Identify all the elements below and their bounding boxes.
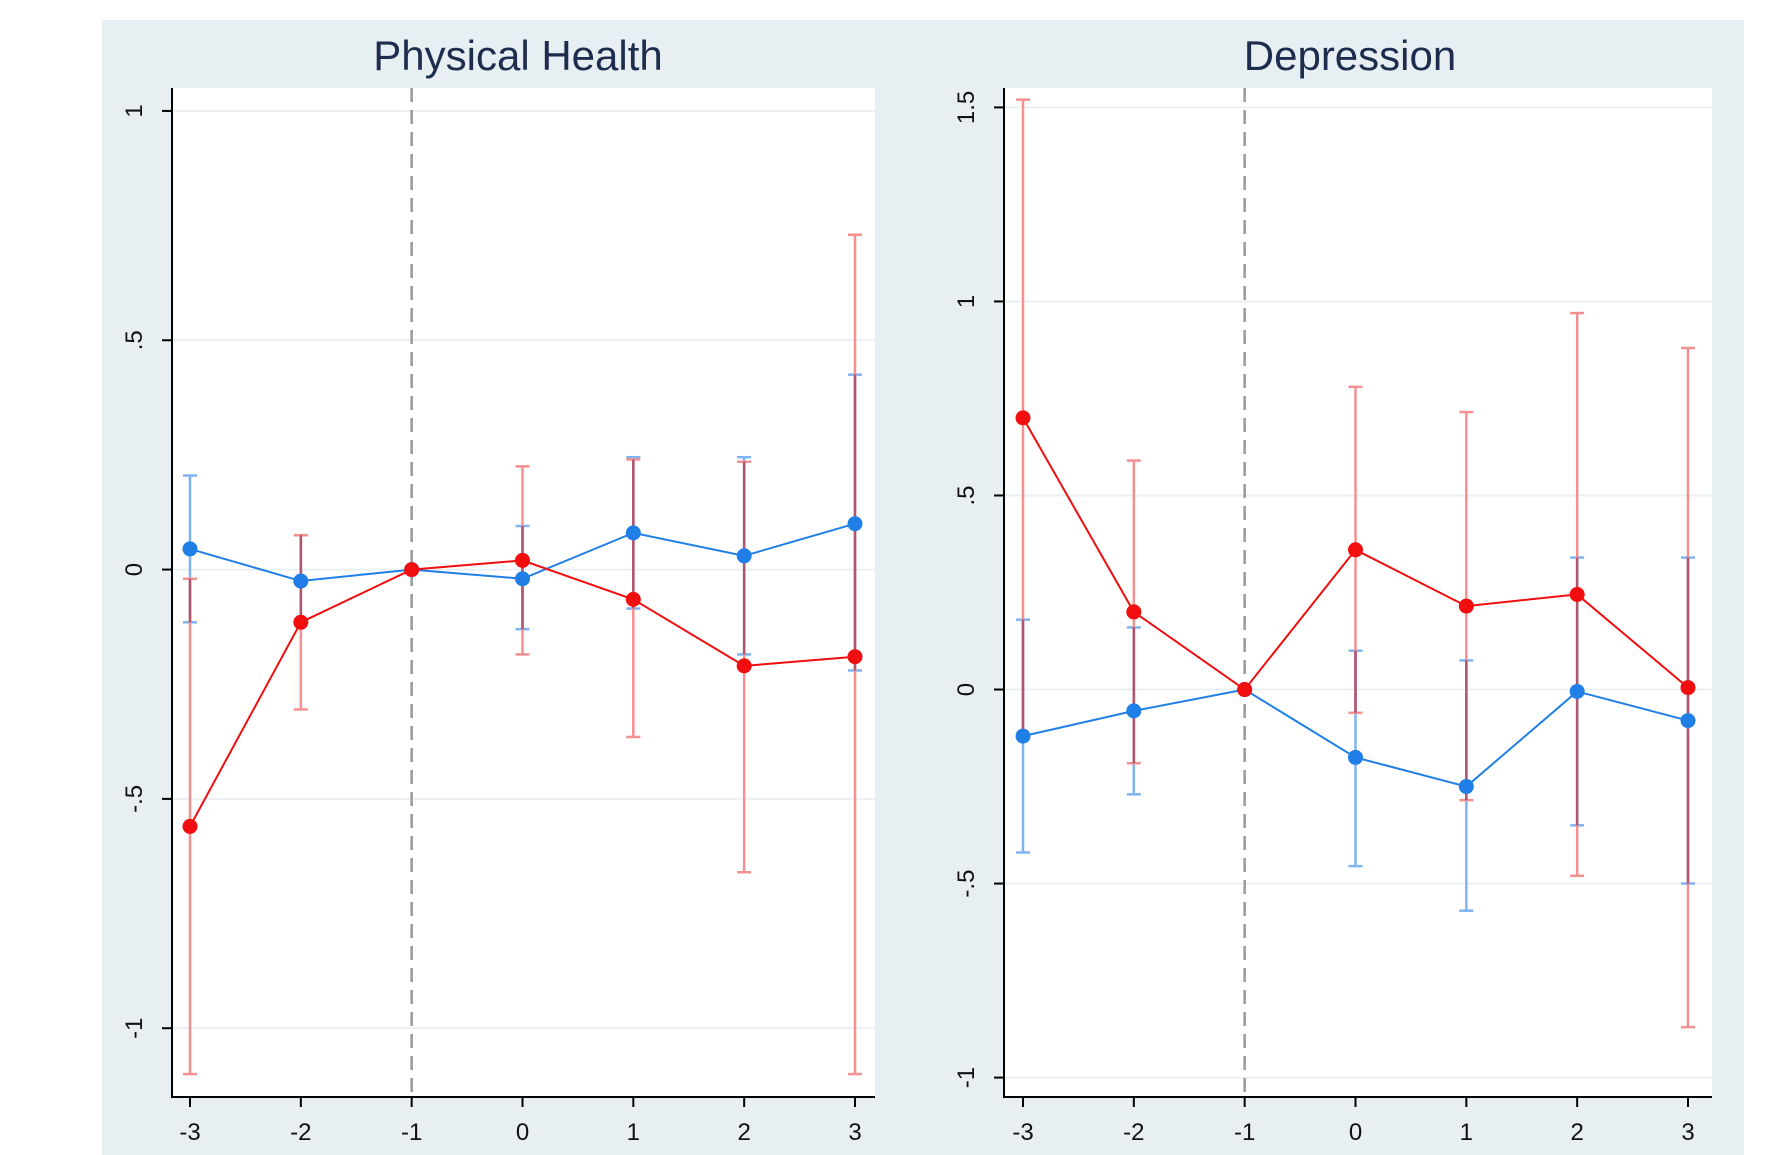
y-tick-label: 1.5 (953, 91, 980, 124)
data-point-red (1569, 586, 1585, 602)
x-tick-label: -1 (1234, 1119, 1255, 1146)
data-point-blue (625, 525, 641, 541)
x-tick-label: 0 (516, 1119, 529, 1146)
data-point-red (1458, 598, 1474, 614)
panel-physical-health: Physical Health -1 -.5 0 .5 1 -3 -2 -1 0 1 2 3 (121, 32, 875, 1146)
data-point-blue (1680, 713, 1696, 729)
x-tick-label: 2 (1570, 1119, 1583, 1146)
x-tick-label: -3 (1012, 1119, 1033, 1146)
y-tick-label: .5 (121, 330, 148, 350)
y-tick-label: -1 (953, 1067, 980, 1088)
data-point-blue (1126, 703, 1142, 719)
data-point-red (736, 658, 752, 674)
data-point-red (1348, 542, 1363, 558)
y-tick-label: -.5 (953, 870, 980, 898)
x-tick-label: -3 (179, 1119, 200, 1146)
y-tick-label: .5 (953, 485, 980, 505)
x-tick-label: 3 (848, 1119, 861, 1146)
data-point-red (404, 562, 420, 578)
data-point-red (293, 614, 309, 630)
x-tick-label: 1 (1460, 1119, 1473, 1146)
data-point-red (1237, 682, 1253, 698)
panel-title: Depression (1244, 32, 1456, 79)
data-point-blue (293, 573, 309, 589)
x-tick-label: -2 (1123, 1119, 1144, 1146)
y-tick-label: -1 (121, 1018, 148, 1039)
y-tick-label: 1 (953, 295, 980, 308)
x-tick-label: -1 (401, 1119, 422, 1146)
y-tick-label: 0 (121, 563, 148, 576)
panel-depression: Depression -1 -.5 0 .5 1 1.5 -3 -2 -1 0 1 2 3 (953, 32, 1712, 1146)
data-point-red (1680, 680, 1696, 696)
data-point-red (515, 552, 530, 568)
x-tick-label: 3 (1681, 1119, 1694, 1146)
data-point-red (1015, 410, 1031, 426)
data-point-blue (1348, 749, 1363, 765)
data-point-blue (515, 571, 530, 587)
data-point-blue (182, 541, 198, 557)
data-point-blue (847, 516, 863, 532)
plot-area (1004, 88, 1712, 1097)
data-point-blue (1458, 779, 1474, 795)
data-point-blue (1569, 683, 1585, 699)
y-tick-label: -.5 (121, 785, 148, 813)
panel-title: Physical Health (373, 32, 662, 79)
data-point-red (625, 591, 641, 607)
x-tick-label: 2 (737, 1119, 750, 1146)
x-tick-label: 0 (1349, 1119, 1362, 1146)
data-point-red (182, 818, 198, 834)
data-point-blue (736, 548, 752, 564)
data-point-red (1126, 604, 1142, 620)
x-tick-label: -2 (290, 1119, 311, 1146)
y-tick-label: 1 (121, 104, 148, 117)
data-point-red (847, 649, 863, 665)
x-tick-label: 1 (627, 1119, 640, 1146)
data-point-blue (1015, 728, 1031, 744)
y-tick-label: 0 (953, 683, 980, 696)
